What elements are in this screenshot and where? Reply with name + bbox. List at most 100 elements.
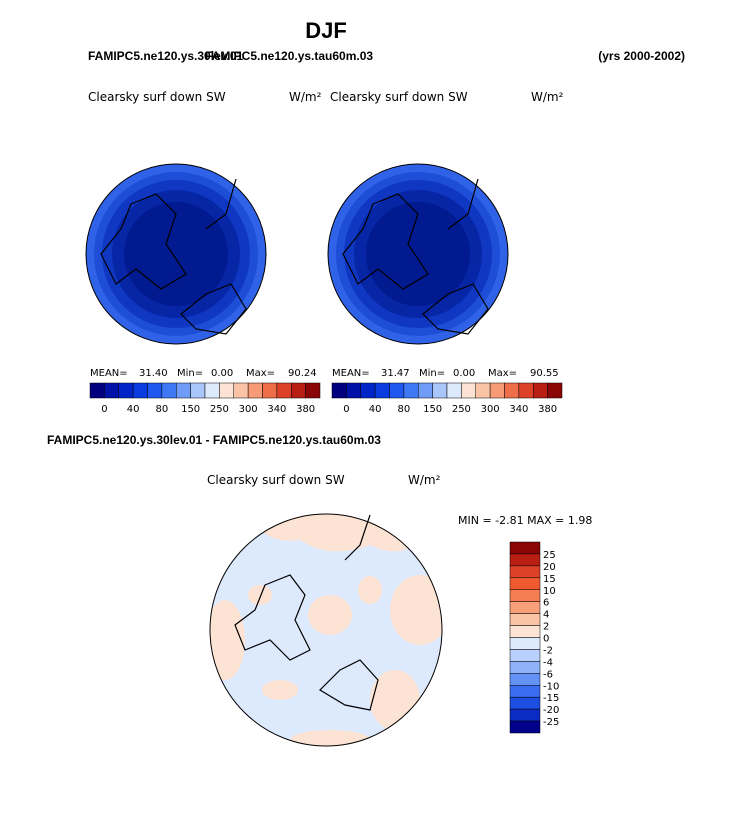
diff-colorbar-box [509, 553, 541, 567]
colorbar-label: 80 [398, 404, 411, 415]
colorbar-box [360, 382, 376, 399]
colorbar-box [89, 382, 105, 399]
stat: MEAN= [332, 368, 370, 379]
diff-colorbar-box [509, 601, 541, 614]
diff-colorbar-box [509, 720, 541, 734]
diff-colorbar-box [509, 613, 541, 626]
colorbar-box [547, 382, 563, 399]
colorbar-box [475, 382, 491, 399]
colorbar-box [446, 382, 462, 399]
colorbar-box [147, 382, 163, 399]
map-ring [366, 202, 470, 306]
diff-colorbar-label: 2 [543, 622, 549, 633]
colorbar-box [190, 382, 206, 399]
diff-colorbar-box [509, 661, 541, 674]
diff-colorbar-label: -20 [543, 705, 559, 716]
stat: 31.40 [139, 368, 168, 379]
colorbar-box [461, 382, 476, 399]
panel-label: Clearsky surf down SW [88, 90, 226, 104]
map-ring [124, 202, 228, 306]
stat: 90.24 [288, 368, 317, 379]
colorbar-box [104, 382, 119, 399]
diff-colorbar-box [509, 589, 541, 602]
colorbar-label: 150 [423, 404, 442, 415]
colorbar-box [291, 382, 306, 399]
colorbar-label: 0 [343, 404, 349, 415]
colorbar-label: 40 [369, 404, 382, 415]
colorbar-box [504, 382, 520, 399]
diff-colorbar-label: 20 [543, 562, 556, 573]
colorbar-box [161, 382, 177, 399]
colorbar-label: 340 [267, 404, 286, 415]
diff-colorbar-label: -4 [543, 657, 553, 668]
colorbar-box [118, 382, 134, 399]
colorbar-box [219, 382, 234, 399]
diff-units: W/m² [408, 473, 441, 487]
colorbar-box [418, 382, 433, 399]
colorbar-box [489, 382, 505, 399]
colorbar-label: 80 [156, 404, 169, 415]
map-border [85, 163, 267, 345]
colorbar-label: 300 [481, 404, 500, 415]
colorbar-box [132, 382, 148, 399]
diff-colorbar-label: 25 [543, 550, 556, 561]
diff-colorbar-box [509, 708, 541, 722]
map-border [327, 163, 509, 345]
colorbar-box [233, 382, 249, 399]
colorbar-label: 40 [127, 404, 140, 415]
colorbar-box [204, 382, 220, 399]
title: DJF [305, 18, 347, 43]
colorbar-box [374, 382, 390, 399]
colorbar-label: 380 [538, 404, 557, 415]
colorbar-box [305, 382, 321, 399]
colorbar-label: 250 [452, 404, 471, 415]
colorbar-box [533, 382, 548, 399]
colorbar-box [262, 382, 278, 399]
case-b: FAMIPC5.ne120.ys.tau60m.03 [205, 49, 373, 63]
case-a: FAMIPC5.ne120.ys.30lev.01 [88, 49, 244, 63]
colorbar-box [403, 382, 419, 399]
colorbar-box [346, 382, 361, 399]
diff-colorbar-label: 4 [543, 610, 549, 621]
colorbar-box [432, 382, 448, 399]
diff-colorbar-box [509, 565, 541, 579]
stat: 0.00 [211, 368, 233, 379]
diff-colorbar-label: -25 [543, 717, 559, 728]
colorbar-box [331, 382, 347, 399]
diff-colorbar-box [509, 673, 541, 686]
years: (yrs 2000-2002) [598, 49, 685, 63]
colorbar-label: 0 [101, 404, 107, 415]
diff-label: Clearsky surf down SW [207, 473, 345, 487]
stat: Max= [246, 368, 275, 379]
diff-colorbar-label: -10 [543, 681, 559, 692]
colorbar-label: 250 [210, 404, 229, 415]
coastline [100, 178, 247, 335]
panel-units: W/m² [289, 90, 322, 104]
colorbar-label: 380 [296, 404, 315, 415]
diff-stats: MIN = -2.81 MAX = 1.98 [458, 514, 592, 527]
stat: 31.47 [381, 368, 410, 379]
diff-colorbar-label: -6 [543, 669, 553, 680]
stat: MEAN= [90, 368, 128, 379]
colorbar-label: 150 [181, 404, 200, 415]
stat: Max= [488, 368, 517, 379]
diff-map [209, 513, 443, 747]
stat: Min= [177, 368, 203, 379]
colorbar-box [276, 382, 292, 399]
diff-colorbar-box [509, 637, 541, 650]
stat: Min= [419, 368, 445, 379]
colorbar-label: 340 [509, 404, 528, 415]
diff-colorbar-box [509, 685, 541, 698]
diff-colorbar-box [509, 577, 541, 590]
diff-colorbar-label: 0 [543, 634, 549, 645]
colorbar-box [389, 382, 405, 399]
diff-colorbar-box [509, 541, 541, 555]
colorbar-box [518, 382, 534, 399]
diff-title: FAMIPC5.ne120.ys.30lev.01 - FAMIPC5.ne12… [47, 433, 381, 447]
diff-colorbar-label: 15 [543, 574, 556, 585]
stat: 90.55 [530, 368, 559, 379]
diff-colorbar-label: 6 [543, 598, 549, 609]
diff-colorbar-label: -2 [543, 645, 553, 656]
diff-colorbar-label: 10 [543, 586, 556, 597]
